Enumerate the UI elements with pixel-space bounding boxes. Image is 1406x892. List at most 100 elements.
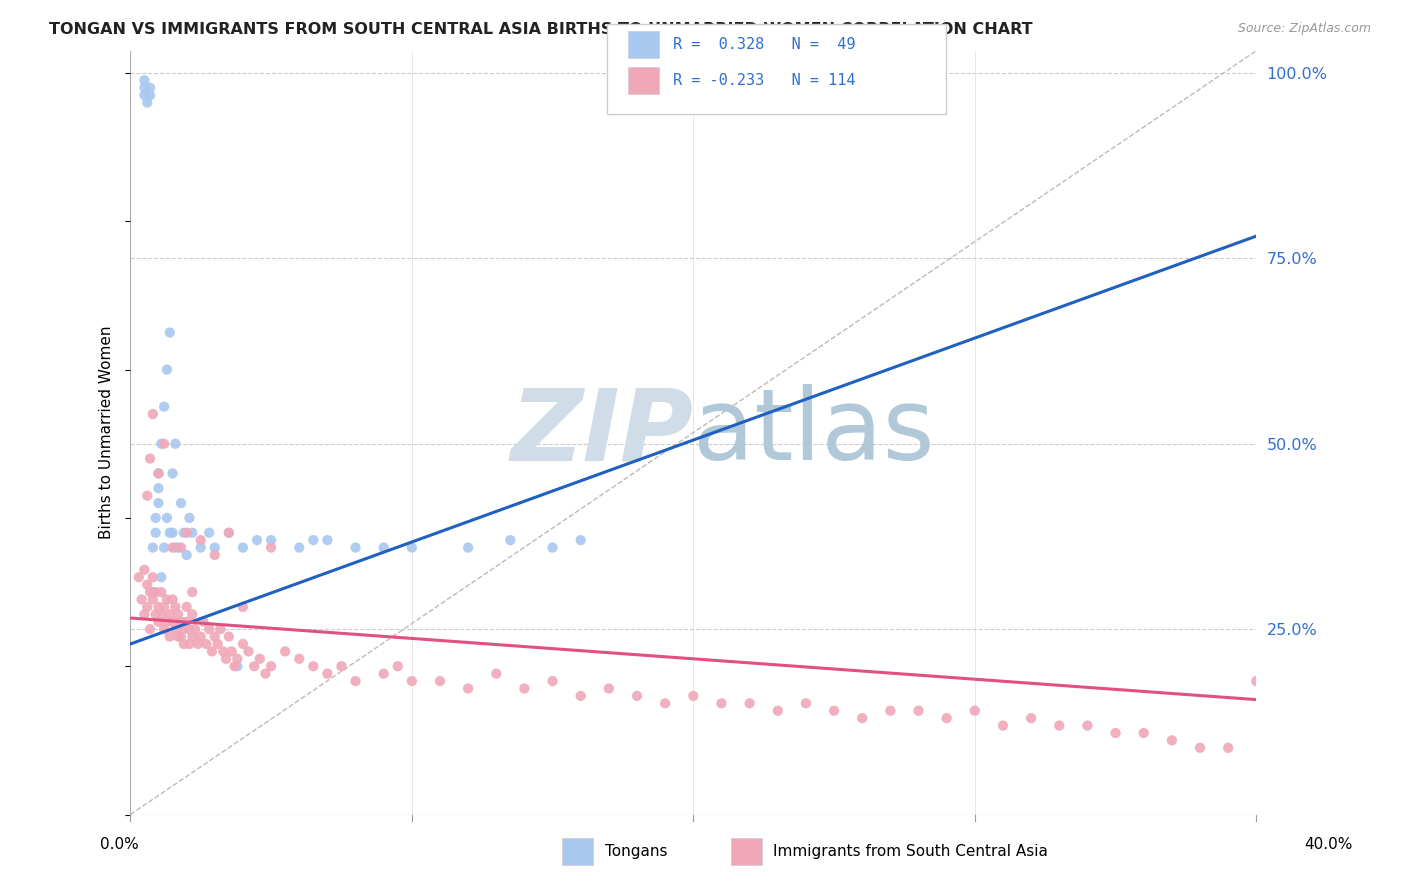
Point (254, 666, 277, 681)
Point (162, 541, 184, 555)
Point (198, 622, 221, 636)
Point (159, 630, 181, 644)
Point (682, 689, 704, 703)
Point (344, 674, 367, 689)
Point (148, 467, 170, 481)
Point (173, 622, 195, 636)
Point (851, 711, 873, 725)
Text: R = -0.233   N = 114: R = -0.233 N = 114 (673, 73, 856, 87)
Point (204, 548, 226, 562)
Point (181, 630, 204, 644)
Point (541, 541, 564, 555)
Point (136, 599, 159, 614)
Point (187, 637, 209, 651)
Point (142, 592, 165, 607)
Point (288, 652, 311, 666)
Point (569, 689, 592, 703)
Text: 0.0%: 0.0% (100, 838, 139, 852)
Point (179, 511, 201, 525)
Point (159, 326, 181, 340)
Text: 40.0%: 40.0% (1305, 838, 1353, 852)
Point (159, 525, 181, 540)
Point (139, 585, 162, 599)
Point (373, 541, 395, 555)
Text: Immigrants from South Central Asia: Immigrants from South Central Asia (773, 845, 1049, 859)
Point (215, 652, 238, 666)
Point (344, 541, 367, 555)
Point (136, 489, 159, 503)
Point (710, 696, 733, 710)
Point (212, 644, 235, 658)
Point (1076, 718, 1098, 732)
Point (145, 585, 167, 599)
Point (226, 652, 249, 666)
Point (823, 704, 845, 718)
Point (457, 541, 479, 555)
Point (145, 525, 167, 540)
Text: R =  0.328   N =  49: R = 0.328 N = 49 (673, 37, 856, 52)
Point (170, 615, 193, 629)
Point (170, 630, 193, 644)
Point (218, 525, 240, 540)
Point (238, 644, 260, 658)
Point (128, 570, 150, 584)
Point (260, 533, 283, 548)
Point (179, 622, 201, 636)
Point (429, 674, 451, 689)
Text: atlas: atlas (693, 384, 935, 481)
Point (142, 541, 165, 555)
Point (207, 637, 229, 651)
Point (145, 511, 167, 525)
Point (165, 541, 187, 555)
Text: TONGAN VS IMMIGRANTS FROM SOUTH CENTRAL ASIA BIRTHS TO UNMARRIED WOMEN CORRELATI: TONGAN VS IMMIGRANTS FROM SOUTH CENTRAL … (49, 22, 1033, 37)
Point (165, 622, 187, 636)
Point (170, 541, 193, 555)
Point (181, 525, 204, 540)
Point (176, 548, 198, 562)
Point (150, 436, 173, 450)
Point (156, 362, 179, 376)
Point (626, 689, 648, 703)
Point (330, 659, 353, 673)
Point (198, 525, 221, 540)
Point (156, 592, 179, 607)
Point (134, 88, 156, 103)
Point (159, 607, 181, 622)
Point (1188, 740, 1211, 755)
Point (907, 704, 929, 718)
Point (150, 570, 173, 584)
Y-axis label: Births to Unmarried Women: Births to Unmarried Women (100, 326, 114, 540)
Point (232, 541, 254, 555)
Point (167, 541, 190, 555)
Point (1132, 726, 1154, 740)
Point (134, 607, 156, 622)
Point (218, 630, 240, 644)
Point (274, 644, 297, 658)
Point (134, 73, 156, 87)
Point (260, 659, 283, 673)
Point (302, 533, 325, 548)
Point (260, 541, 283, 555)
Point (654, 696, 676, 710)
Point (139, 451, 162, 466)
Point (316, 533, 339, 548)
Point (569, 533, 592, 548)
Point (150, 585, 173, 599)
Point (232, 637, 254, 651)
Point (218, 525, 240, 540)
Point (173, 637, 195, 651)
Point (167, 630, 190, 644)
Point (148, 496, 170, 510)
Text: Tongans: Tongans (605, 845, 666, 859)
Point (181, 607, 204, 622)
Point (201, 644, 224, 658)
Point (148, 599, 170, 614)
Point (162, 525, 184, 540)
Text: ZIP: ZIP (510, 384, 693, 481)
Point (1047, 718, 1070, 732)
Point (1218, 740, 1240, 755)
Point (162, 615, 184, 629)
Point (165, 436, 187, 450)
Point (139, 80, 162, 95)
Point (136, 95, 159, 110)
